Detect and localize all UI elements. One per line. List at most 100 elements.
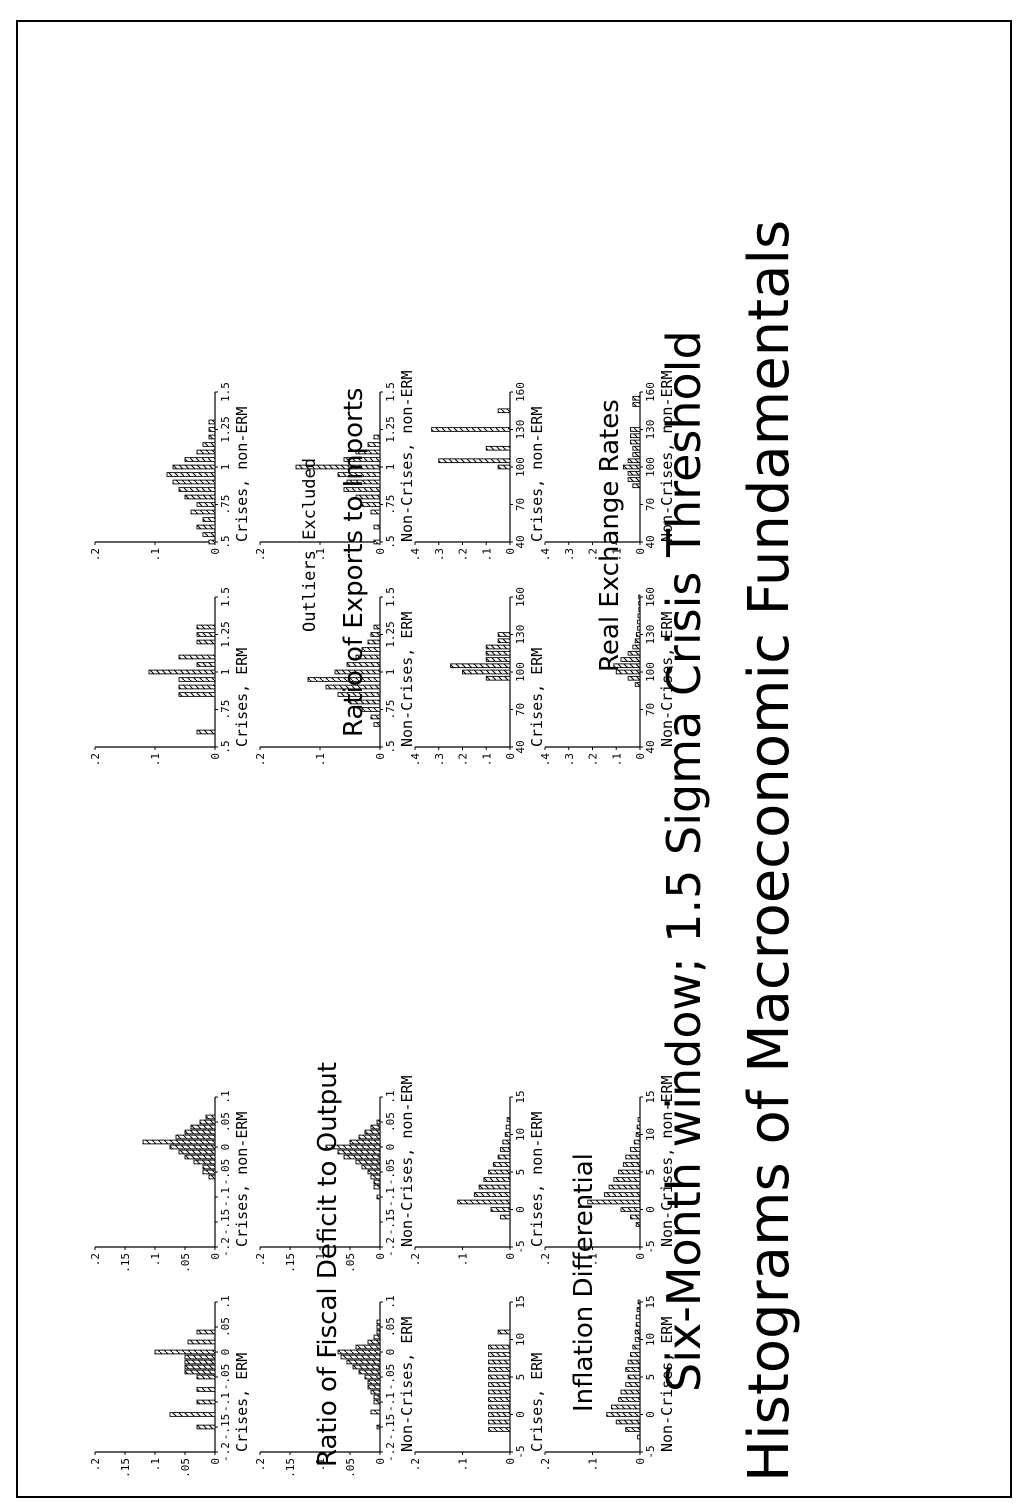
y-tick-label: .2: [539, 1253, 552, 1266]
y-tick-label: .3: [563, 548, 576, 561]
x-tick-label: .75: [384, 700, 397, 720]
histogram-bar: [485, 675, 511, 681]
x-tick-label: 130: [644, 420, 657, 440]
x-tick-label: 0: [514, 1206, 527, 1213]
chart-fiscal_noncrises_erm: .2.15.1.05 0-.2-.15-.1-.050.05.1Non-Crise…: [254, 1295, 416, 1478]
histogram-bar: [488, 1427, 511, 1432]
y-tick-label: .2: [409, 1458, 422, 1471]
x-tick-label: -.2: [384, 1442, 397, 1462]
histogram-bar: [620, 657, 641, 662]
histogram-bar: [325, 1144, 381, 1150]
x-tick-label: -.15: [384, 1209, 397, 1236]
histogram-bar: [367, 639, 381, 645]
x-tick-label: 15: [644, 1295, 657, 1308]
histogram-bar: [169, 1412, 216, 1417]
x-tick-label: -.2: [384, 1237, 397, 1257]
histogram-bar: [355, 494, 381, 500]
histogram-bar: [500, 1147, 511, 1152]
y-tick-label: .1: [314, 1253, 327, 1266]
x-tick-label: 40: [514, 740, 527, 753]
histogram-bar: [373, 434, 381, 440]
x-tick-label: 10: [644, 1128, 657, 1141]
y-tick-label: .2: [457, 548, 470, 561]
histogram-bar: [340, 1354, 381, 1360]
histogram-bar: [196, 1329, 216, 1335]
histogram-bar: [346, 479, 381, 485]
y-tick-label: 0: [634, 1253, 647, 1260]
x-tick-label: 15: [514, 1295, 527, 1308]
chart-subtitle: Non-Crises, non-ERM: [398, 370, 416, 542]
histogram-bar: [627, 470, 641, 476]
histogram-bar: [625, 1382, 641, 1387]
histogram-bar: [450, 663, 511, 669]
x-tick-label: 1.5: [219, 382, 232, 402]
y-tick-label: .15: [119, 1253, 132, 1273]
histogram-bar: [373, 722, 381, 727]
group-title-rer: Real Exchange Rates: [595, 399, 625, 672]
y-tick-label: 0: [209, 753, 222, 760]
histogram-bar: [618, 1169, 641, 1175]
x-tick-label: 70: [514, 498, 527, 511]
x-tick-label: -.2: [219, 1442, 232, 1462]
histogram-bar: [370, 509, 381, 515]
histogram-bar: [184, 457, 216, 462]
histogram-bar: [178, 1149, 216, 1155]
histogram-bar: [462, 669, 511, 675]
histogram-bar: [178, 677, 216, 682]
histogram-bar: [346, 662, 381, 667]
histogram-bar: [630, 439, 641, 445]
y-tick-label: 0: [634, 1458, 647, 1465]
histogram-bar: [634, 1337, 641, 1342]
histogram-bar: [373, 1179, 381, 1185]
chart-rer_crises_erm: .4 .3 .2 .1 040 70 100 130 160 Crises, ERM: [409, 587, 546, 766]
histogram-bar: [205, 1114, 216, 1120]
histogram-bar: [636, 1124, 641, 1130]
histogram-bar: [497, 632, 511, 637]
histogram-bar: [352, 1364, 381, 1370]
x-tick-label: 70: [514, 703, 527, 716]
histogram-bar: [627, 650, 641, 656]
x-tick-label: 5: [514, 1374, 527, 1381]
y-tick-label: .2: [409, 1253, 422, 1266]
y-tick-label: .3: [433, 548, 446, 561]
x-tick-label: 0: [514, 1411, 527, 1418]
y-tick-label: .2: [587, 548, 600, 561]
chart-subtitle: Crises, non-ERM: [528, 407, 546, 542]
x-tick-label: .05: [219, 1112, 232, 1132]
x-tick-label: 5: [644, 1374, 657, 1381]
chart-exports_noncrises_nonerm: .2 .1 0.5 .75 1 1.25 1.5 Non-Crises, non-ERM: [254, 370, 416, 561]
histogram-bar: [349, 1139, 381, 1145]
histogram-bar: [373, 1394, 381, 1400]
histogram-bar: [337, 472, 381, 477]
x-tick-label: -.1: [384, 1187, 397, 1207]
y-tick-label: .1: [149, 1253, 162, 1266]
x-tick-label: -.1: [219, 1392, 232, 1412]
histogram-bar: [361, 502, 381, 507]
histogram-bar: [638, 600, 641, 606]
chart-subtitle: Non-Crises, ERM: [658, 1317, 676, 1452]
histogram-bar: [325, 684, 381, 690]
histogram-bar: [632, 644, 641, 650]
histogram-bar: [488, 1169, 511, 1175]
x-tick-label: 1.25: [384, 621, 397, 648]
histogram-bar: [208, 419, 216, 425]
x-tick-label: 160: [514, 382, 527, 402]
histogram-bar: [488, 1389, 511, 1395]
histogram-bar: [632, 402, 641, 407]
x-tick-label: 1.5: [384, 382, 397, 402]
x-tick-label: -.05: [219, 1364, 232, 1391]
figure-frame: .2.15.1.05 0 -.2 -.15 -.1 -.05 0.05.1 Crises, E…: [16, 20, 1012, 1498]
histogram-bar: [154, 1349, 216, 1355]
histogram-bar: [190, 1124, 216, 1130]
histogram-bar: [142, 1139, 216, 1145]
histogram-bar: [373, 1399, 381, 1405]
x-tick-label: .1: [219, 1090, 232, 1103]
x-tick-label: -.05: [384, 1364, 397, 1391]
histogram-bar: [457, 1199, 511, 1205]
x-tick-label: -.15: [384, 1414, 397, 1441]
chart-subtitle: Crises, ERM: [528, 1353, 546, 1452]
histogram-bar: [497, 464, 511, 470]
histogram-bar: [373, 524, 381, 530]
